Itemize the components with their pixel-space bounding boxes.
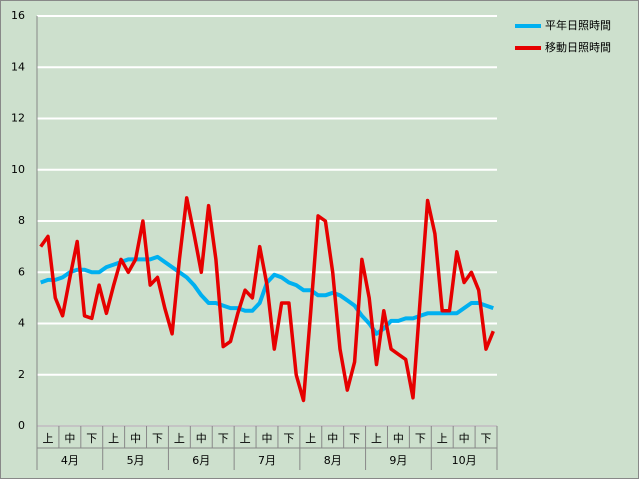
x-tick-label: 下 <box>349 432 360 445</box>
month-label: 10月 <box>452 454 477 467</box>
y-tick-label: 8 <box>18 214 25 227</box>
y-tick-label: 0 <box>18 419 25 432</box>
month-label: 4月 <box>61 454 79 467</box>
x-tick-label: 中 <box>196 432 207 445</box>
x-tick-label: 上 <box>437 432 448 445</box>
x-tick-label: 下 <box>152 432 163 445</box>
x-tick-label: 上 <box>42 432 53 445</box>
y-tick-label: 6 <box>18 265 25 278</box>
x-tick-label: 下 <box>283 432 294 445</box>
series-line <box>39 196 495 403</box>
month-label: 9月 <box>389 454 407 467</box>
x-tick-label: 上 <box>174 432 185 445</box>
month-label: 5月 <box>127 454 145 467</box>
y-tick-label: 16 <box>11 9 25 22</box>
x-tick-label: 下 <box>218 432 229 445</box>
x-tick-label: 下 <box>86 432 97 445</box>
legend-label: 平年日照時間 <box>545 18 611 32</box>
y-tick-label: 10 <box>11 163 25 176</box>
y-tick-label: 4 <box>18 317 25 330</box>
legend-label: 移動日照時間 <box>545 40 611 54</box>
month-label: 8月 <box>324 454 342 467</box>
x-tick-label: 上 <box>305 432 316 445</box>
x-tick-label: 中 <box>64 432 75 445</box>
x-tick-label: 下 <box>415 432 426 445</box>
x-tick-label: 中 <box>130 432 141 445</box>
y-tick-label: 12 <box>11 112 25 125</box>
y-tick-label: 2 <box>18 368 25 381</box>
month-label: 6月 <box>192 454 210 467</box>
y-tick-label: 14 <box>11 60 25 73</box>
x-tick-label: 中 <box>262 432 273 445</box>
month-label: 7月 <box>258 454 276 467</box>
x-tick-label: 中 <box>459 432 470 445</box>
x-tick-label: 上 <box>371 432 382 445</box>
x-tick-label: 下 <box>481 432 492 445</box>
x-tick-label: 中 <box>327 432 338 445</box>
x-tick-label: 上 <box>240 432 251 445</box>
x-tick-label: 中 <box>393 432 404 445</box>
x-tick-label: 上 <box>108 432 119 445</box>
